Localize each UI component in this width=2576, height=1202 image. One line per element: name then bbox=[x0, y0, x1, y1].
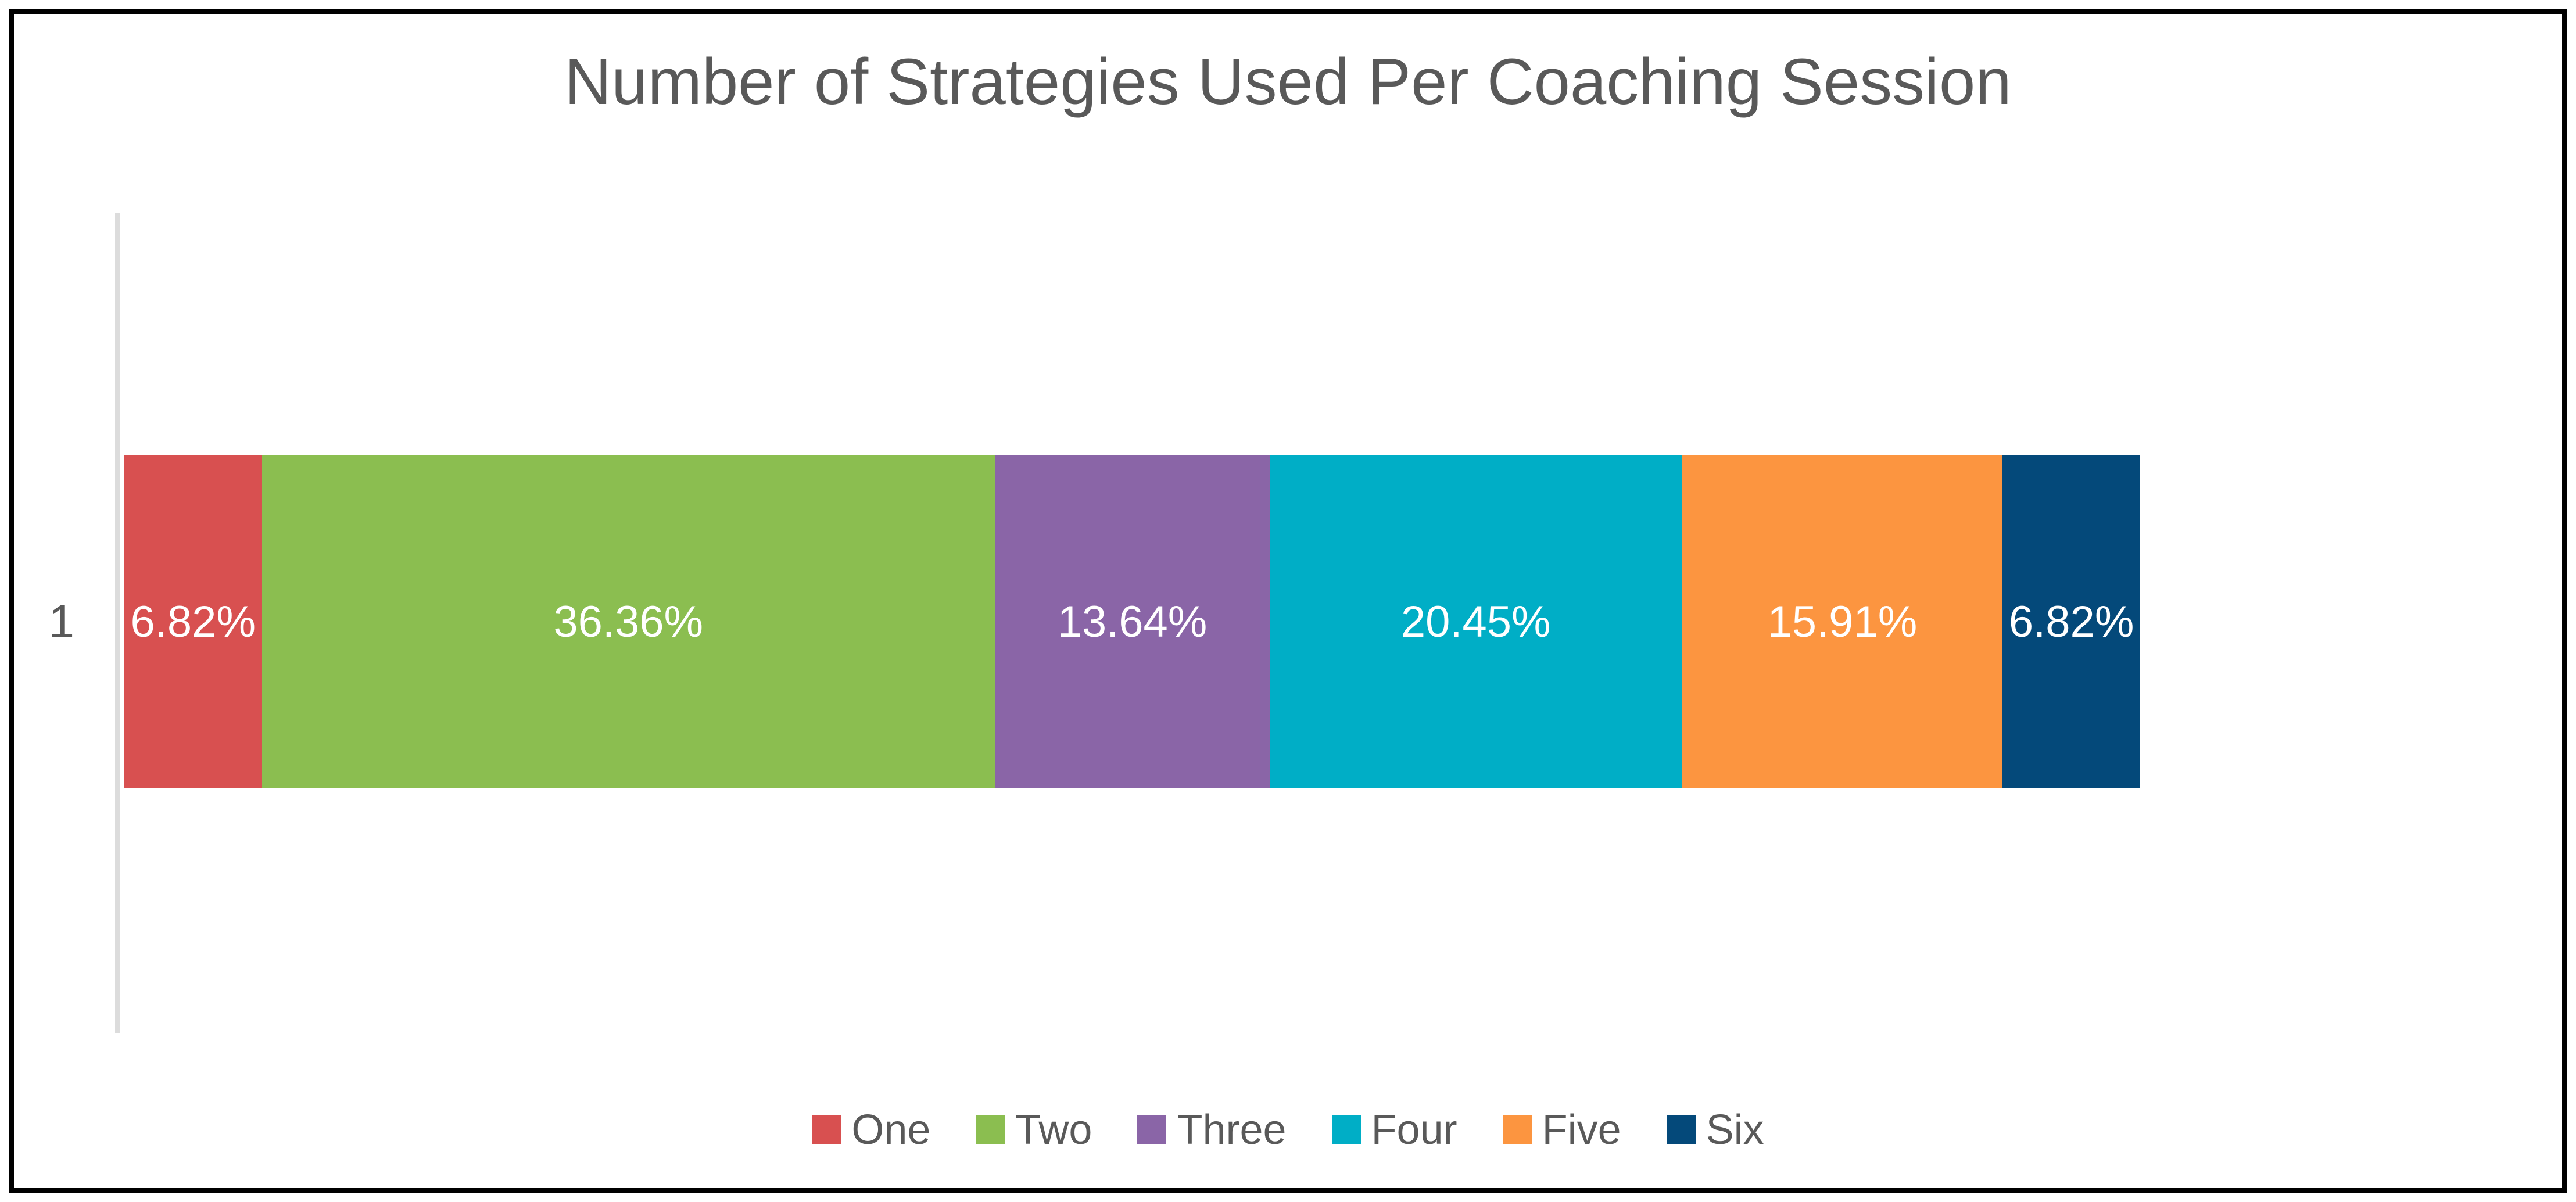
legend-swatch-icon bbox=[812, 1115, 841, 1144]
legend-swatch-icon bbox=[1502, 1115, 1532, 1144]
category-axis-line bbox=[115, 213, 120, 1033]
legend-swatch-icon bbox=[976, 1115, 1005, 1144]
bar-segment-two: 36.36% bbox=[261, 455, 995, 788]
legend-item-one: One bbox=[812, 1106, 930, 1154]
data-label-two: 36.36% bbox=[553, 597, 704, 647]
bar-segment-three: 13.64% bbox=[994, 455, 1270, 788]
data-label-three: 13.64% bbox=[1057, 597, 1208, 647]
data-label-five: 15.91% bbox=[1767, 597, 1918, 647]
category-axis-label: 1 bbox=[48, 595, 75, 647]
legend-label-three: Three bbox=[1177, 1107, 1287, 1153]
legend-swatch-icon bbox=[1666, 1115, 1696, 1144]
legend-item-five: Five bbox=[1502, 1106, 1621, 1154]
legend-label-one: One bbox=[851, 1107, 931, 1153]
chart-title: Number of Strategies Used Per Coaching S… bbox=[564, 45, 2012, 118]
legend-label-four: Four bbox=[1371, 1107, 1457, 1153]
legend-swatch-icon bbox=[1137, 1115, 1167, 1144]
legend: One Two Three Four Five Six bbox=[14, 1106, 2562, 1154]
legend-label-six: Six bbox=[1706, 1107, 1764, 1153]
stacked-bar: 6.82% 36.36% 13.64% 20.45% 15.91% 6.82% bbox=[124, 455, 2140, 788]
data-label-four: 20.45% bbox=[1400, 597, 1551, 647]
chart-frame: Number of Strategies Used Per Coaching S… bbox=[9, 9, 2567, 1193]
bar-segment-six: 6.82% bbox=[2002, 455, 2140, 788]
legend-label-five: Five bbox=[1542, 1107, 1621, 1153]
legend-item-two: Two bbox=[976, 1106, 1092, 1154]
bar-segment-five: 15.91% bbox=[1682, 455, 2003, 788]
legend-swatch-icon bbox=[1331, 1115, 1361, 1144]
legend-item-four: Four bbox=[1331, 1106, 1457, 1154]
bar-segment-four: 20.45% bbox=[1270, 455, 1682, 788]
bar-segment-one: 6.82% bbox=[124, 455, 262, 788]
data-label-one: 6.82% bbox=[130, 597, 256, 647]
legend-item-three: Three bbox=[1137, 1106, 1287, 1154]
legend-label-two: Two bbox=[1015, 1107, 1092, 1153]
legend-item-six: Six bbox=[1666, 1106, 1764, 1154]
data-label-six: 6.82% bbox=[2008, 597, 2134, 647]
